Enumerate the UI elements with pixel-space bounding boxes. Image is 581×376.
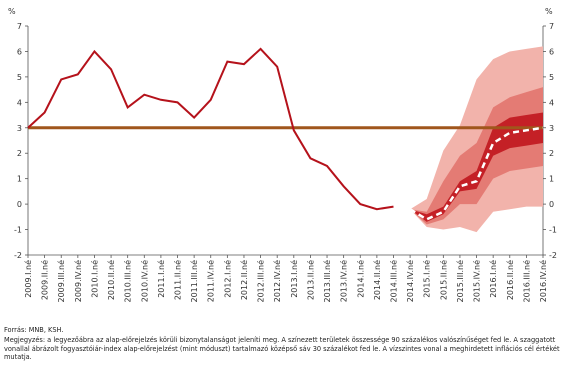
x-tick-label: 2013.I.né [289,260,299,298]
y-tick-label: 7 [549,22,554,31]
x-tick-label: 2009.IV.né [73,260,83,302]
x-tick-label: 2009.III.né [56,260,66,303]
notes: Forrás: MNB, KSH. Megjegyzés: a legyezőá… [4,326,576,364]
actual-line [27,47,394,211]
y-tick-label: 1 [17,175,22,184]
x-tick-label: 2012.I.né [222,260,232,298]
y-tick-label: 4 [17,98,22,107]
x-tick-label: 2011.III.né [189,260,199,303]
x-tick-label: 2014.II.né [372,260,382,300]
y-tick-label: 6 [17,47,22,56]
y-tick-label: 5 [549,73,554,82]
y-tick-label: 3 [17,124,22,133]
x-tick-label: 2015.IV.né [472,260,482,302]
y-tick-label: 0 [549,200,554,209]
y-tick-label: -2 [549,251,557,260]
x-tick-label: 2016.II.né [505,260,515,300]
x-tick-label: 2011.I.né [156,260,166,298]
x-tick-label: 2011.IV.né [206,260,216,302]
y-unit-left: % [8,7,16,16]
x-tick-label: 2015.I.né [422,260,432,298]
y-tick-label: -2 [14,251,22,260]
x-tick-label: 2016.IV.né [538,260,548,302]
note: Megjegyzés: a legyezőábra az alap-előrej… [4,336,560,362]
x-tick-label: 2009.I.né [23,260,33,298]
y-tick-label: 3 [549,124,554,133]
y-tick-label: 0 [17,200,22,209]
y-tick-label: 6 [549,47,554,56]
y-tick-label: 2 [17,149,22,158]
x-tick-label: 2013.III.né [322,260,332,303]
x-tick-label: 2010.I.né [89,260,99,298]
x-tick-label: 2012.II.né [239,260,249,300]
x-tick-label: 2015.II.né [438,260,448,300]
y-tick-label: 7 [17,22,22,31]
y-tick-label: 5 [17,73,22,82]
x-tick-label: 2014.III.né [388,260,398,303]
y-unit-right: % [545,7,553,16]
y-tick-label: 2 [549,149,554,158]
chart: % % -2 -2 -1 -1 0 0 1 1 2 2 3 3 4 4 5 5 6 6 7 7 2009.I.né 200… [8,7,557,303]
y-tick-label: 4 [549,98,554,107]
y-tick-label: -1 [549,226,557,235]
x-tick-label: 2013.IV.né [339,260,349,302]
x-tick-label: 2012.III.né [256,260,266,303]
x-tick-label: 2011.II.né [173,260,183,300]
x-tick-label: 2016.I.né [488,260,498,298]
x-tick-label: 2010.III.né [123,260,133,303]
x-tick-label: 2016.III.né [521,260,531,303]
forecast-line [409,126,544,221]
x-tick-label: 2012.IV.né [272,260,282,302]
source: Forrás: MNB, KSH. [4,326,64,334]
x-tick-label: 2014.I.né [355,260,365,298]
x-tick-label: 2014.IV.né [405,260,415,302]
fan-band [410,112,543,222]
x-tick-label: 2009.II.né [40,260,50,300]
x-tick-label: 2015.III.né [455,260,465,303]
x-tick-label: 2013.II.né [305,260,315,300]
y-tick-label: 1 [549,175,554,184]
x-tick-label: 2010.IV.né [139,260,149,302]
y-tick-label: -1 [14,226,22,235]
x-tick-label: 2010.II.né [106,260,116,300]
